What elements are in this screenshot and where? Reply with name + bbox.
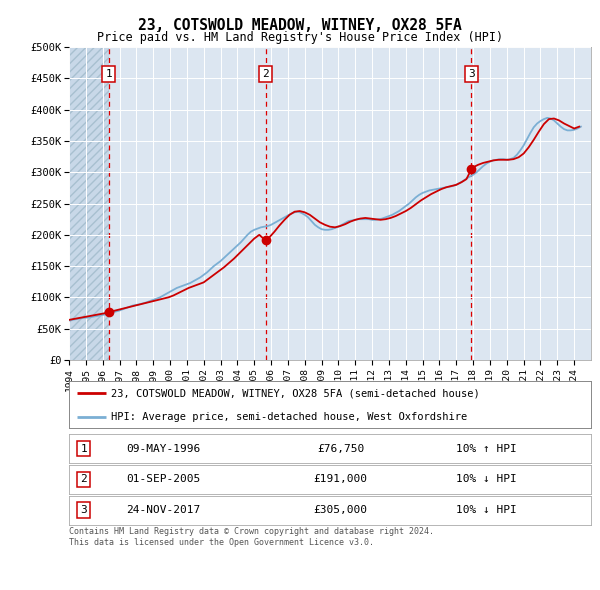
Text: 10% ↓ HPI: 10% ↓ HPI [456, 474, 517, 484]
Text: Price paid vs. HM Land Registry's House Price Index (HPI): Price paid vs. HM Land Registry's House … [97, 31, 503, 44]
Text: 01-SEP-2005: 01-SEP-2005 [126, 474, 200, 484]
Bar [69, 47, 109, 360]
Text: 1: 1 [80, 444, 87, 454]
Text: 3: 3 [468, 69, 475, 79]
Text: 23, COTSWOLD MEADOW, WITNEY, OX28 5FA: 23, COTSWOLD MEADOW, WITNEY, OX28 5FA [138, 18, 462, 32]
Text: 2: 2 [262, 69, 269, 79]
Text: 2: 2 [80, 474, 87, 484]
Text: £305,000: £305,000 [313, 505, 367, 515]
Text: 1: 1 [106, 69, 112, 79]
Text: Contains HM Land Registry data © Crown copyright and database right 2024.
This d: Contains HM Land Registry data © Crown c… [69, 527, 434, 547]
Text: 3: 3 [80, 505, 87, 515]
Bar [69, 47, 109, 360]
Text: 09-MAY-1996: 09-MAY-1996 [126, 444, 200, 454]
Text: HPI: Average price, semi-detached house, West Oxfordshire: HPI: Average price, semi-detached house,… [111, 412, 467, 422]
Text: 24-NOV-2017: 24-NOV-2017 [126, 505, 200, 515]
Text: 10% ↑ HPI: 10% ↑ HPI [456, 444, 517, 454]
Text: 10% ↓ HPI: 10% ↓ HPI [456, 505, 517, 515]
Text: £76,750: £76,750 [317, 444, 364, 454]
Text: £191,000: £191,000 [313, 474, 367, 484]
Text: 23, COTSWOLD MEADOW, WITNEY, OX28 5FA (semi-detached house): 23, COTSWOLD MEADOW, WITNEY, OX28 5FA (s… [111, 388, 479, 398]
